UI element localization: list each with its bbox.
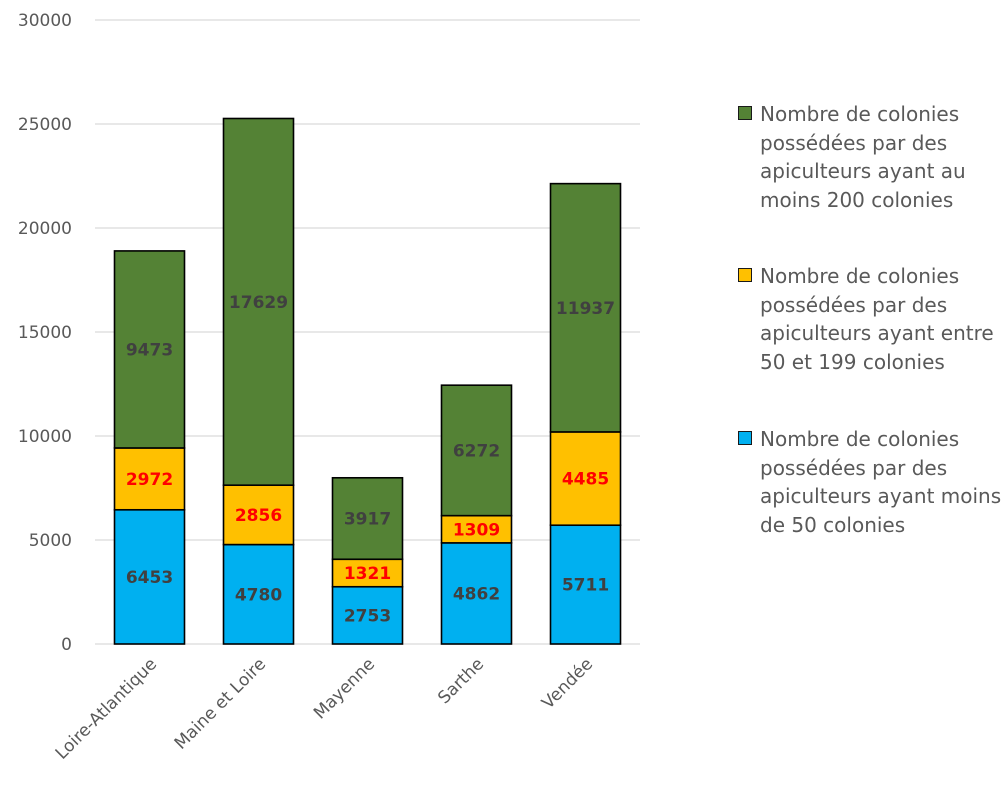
data-label: 4780 xyxy=(235,585,282,605)
bar-segment xyxy=(440,514,513,544)
y-tick-label: 20000 xyxy=(18,219,72,239)
data-label: 17629 xyxy=(229,293,288,313)
data-label: 1309 xyxy=(453,520,500,540)
gridlines xyxy=(95,19,640,645)
data-label: 2972 xyxy=(126,470,173,490)
bar-segment xyxy=(331,558,404,588)
data-label: 4485 xyxy=(562,470,609,490)
bar-segment xyxy=(113,250,186,449)
data-labels: 6453 2972 9473 4780 2856 17629 2753 1321 3917 486… xyxy=(126,293,615,627)
bar-segment xyxy=(331,585,404,645)
data-label: 2856 xyxy=(235,506,282,526)
data-label: 11937 xyxy=(556,299,615,319)
x-category-label: Loire-Atlantique xyxy=(52,654,161,763)
data-label: 6453 xyxy=(126,568,173,588)
bar-segment xyxy=(549,182,622,433)
data-label: 2753 xyxy=(344,606,391,626)
x-category-label: Mayenne xyxy=(310,654,379,723)
x-axis-categories: Loire-Atlantique Maine et Loire Mayenne Sar… xyxy=(52,654,597,763)
bar-segment xyxy=(113,447,186,511)
legend-swatch-200-plus xyxy=(738,106,752,120)
bar-segment xyxy=(440,384,513,517)
x-category-label: Sarthe xyxy=(434,654,488,708)
y-tick-label: 30000 xyxy=(18,11,72,31)
data-label: 9473 xyxy=(126,340,173,360)
data-label: 4862 xyxy=(453,584,500,604)
bar-segment xyxy=(549,431,622,527)
bar-segment xyxy=(331,476,404,561)
bars xyxy=(113,117,622,645)
bar-segment xyxy=(222,543,295,645)
y-tick-label: 5000 xyxy=(29,531,72,551)
legend-label-under-50: Nombre de colonies possédées par des api… xyxy=(760,427,1002,537)
data-label: 3917 xyxy=(344,510,391,530)
data-label: 5711 xyxy=(562,576,609,596)
legend-label-50-199: Nombre de colonies possédées par des api… xyxy=(760,264,994,374)
bar-segment xyxy=(549,524,622,645)
y-tick-label: 10000 xyxy=(18,427,72,447)
y-tick-label: 15000 xyxy=(18,323,72,343)
bar-segment xyxy=(222,117,295,486)
y-axis-ticks: 0 5000 10000 15000 20000 25000 30000 xyxy=(18,11,72,655)
y-tick-label: 0 xyxy=(61,635,72,655)
legend-swatch-50-199 xyxy=(738,268,752,282)
data-label: 1321 xyxy=(344,564,391,584)
bar-segment xyxy=(113,508,186,645)
x-category-label: Maine et Loire xyxy=(171,654,270,753)
legend-swatch-under-50 xyxy=(738,431,752,445)
x-category-label: Vendée xyxy=(538,654,597,713)
legend-label-200-plus: Nombre de colonies possédées par des api… xyxy=(760,102,966,212)
data-label: 6272 xyxy=(453,441,500,461)
bar-segment xyxy=(222,484,295,546)
y-tick-label: 25000 xyxy=(18,115,72,135)
